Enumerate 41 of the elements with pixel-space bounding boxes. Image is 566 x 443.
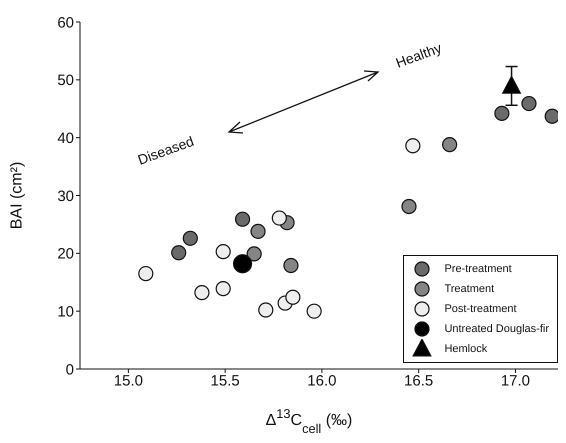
point <box>216 281 231 296</box>
y-tick-label: 50 <box>57 72 74 90</box>
point <box>216 244 231 260</box>
y-tick-label: 60 <box>57 14 74 32</box>
point <box>401 198 417 214</box>
legend-label: Pre-treatment <box>444 262 512 277</box>
legend-label: Untreated Douglas-fir <box>444 322 549 337</box>
point <box>182 230 198 246</box>
point <box>283 258 299 274</box>
y-tick-label: 10 <box>57 303 74 320</box>
y-tick-label: 20 <box>57 246 74 263</box>
point <box>194 285 210 300</box>
point <box>405 138 420 154</box>
point <box>442 137 458 152</box>
annotation: Healthy <box>394 40 444 71</box>
point <box>246 246 262 262</box>
x-tick-label: 15.0 <box>114 372 143 390</box>
x-tick-label: 16.5 <box>404 372 434 390</box>
y-tick-label: 0 <box>66 361 74 378</box>
legend-label: Post-treatment <box>444 302 517 317</box>
x-tick-label: 17.0 <box>500 372 530 390</box>
point <box>250 224 266 239</box>
point <box>521 96 537 112</box>
point <box>138 266 154 282</box>
y-tick-label: 30 <box>57 188 74 205</box>
legend-label: Hemlock <box>444 342 488 357</box>
x-tick-label: 16.0 <box>307 372 337 390</box>
point <box>502 76 522 94</box>
point <box>272 210 287 226</box>
point <box>232 254 252 274</box>
point <box>285 290 300 305</box>
x-axis-title: Δ$^{13}$C$_{cell}$ (‰) <box>266 406 352 436</box>
legend-label: Treatment <box>444 282 494 297</box>
y-axis-title: BAI (cm²) <box>8 162 26 230</box>
y-tick-label: 40 <box>57 130 74 147</box>
point <box>234 212 250 227</box>
x-tick-label: 15.5 <box>210 372 240 390</box>
point <box>258 302 274 318</box>
point <box>494 106 510 121</box>
point <box>306 304 322 319</box>
point <box>171 245 186 260</box>
